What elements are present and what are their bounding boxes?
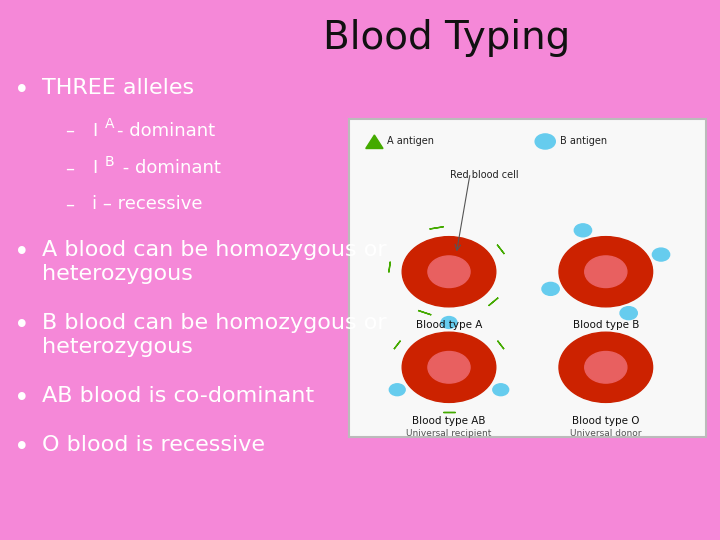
Text: A blood can be homozygous or
heterozygous: A blood can be homozygous or heterozygou… xyxy=(42,240,387,284)
Text: B: B xyxy=(105,155,114,169)
Text: •: • xyxy=(14,240,30,266)
Text: THREE alleles: THREE alleles xyxy=(42,78,194,98)
Text: Blood type AB: Blood type AB xyxy=(413,416,486,426)
Text: AB blood is co-dominant: AB blood is co-dominant xyxy=(42,386,314,406)
Text: •: • xyxy=(14,313,30,339)
Circle shape xyxy=(652,248,670,261)
Text: Blood type O: Blood type O xyxy=(572,416,639,426)
Circle shape xyxy=(492,384,508,396)
Text: –: – xyxy=(65,195,73,213)
Text: - dominant: - dominant xyxy=(117,122,215,139)
Polygon shape xyxy=(497,245,504,254)
Text: I: I xyxy=(92,122,97,139)
Circle shape xyxy=(585,352,627,383)
Text: A: A xyxy=(105,117,114,131)
Text: I: I xyxy=(92,159,97,177)
Text: - dominant: - dominant xyxy=(117,159,221,177)
Text: B antigen: B antigen xyxy=(559,137,607,146)
Circle shape xyxy=(620,307,637,320)
Polygon shape xyxy=(389,262,390,272)
Circle shape xyxy=(535,134,555,149)
Polygon shape xyxy=(366,135,383,148)
Text: Universal recipient: Universal recipient xyxy=(406,429,492,438)
Text: B blood can be homozygous or
heterozygous: B blood can be homozygous or heterozygou… xyxy=(42,313,387,357)
Text: Red blood cell: Red blood cell xyxy=(450,170,519,180)
Circle shape xyxy=(575,224,592,237)
Polygon shape xyxy=(430,227,444,229)
Text: •: • xyxy=(14,435,30,461)
Text: Blood Typing: Blood Typing xyxy=(323,19,570,57)
Polygon shape xyxy=(418,310,431,315)
Circle shape xyxy=(390,384,405,396)
Polygon shape xyxy=(394,341,400,349)
Text: •: • xyxy=(14,386,30,412)
Circle shape xyxy=(585,256,627,287)
Circle shape xyxy=(441,316,457,328)
Text: •: • xyxy=(14,78,30,104)
Text: O blood is recessive: O blood is recessive xyxy=(42,435,265,455)
Circle shape xyxy=(428,256,470,287)
Circle shape xyxy=(428,352,470,383)
Text: Blood type B: Blood type B xyxy=(572,320,639,330)
Circle shape xyxy=(559,332,652,402)
Text: –: – xyxy=(65,122,73,139)
Text: Blood type A: Blood type A xyxy=(416,320,482,330)
Circle shape xyxy=(402,332,496,402)
Text: A antigen: A antigen xyxy=(387,137,434,146)
Text: Universal donor: Universal donor xyxy=(570,429,642,438)
Circle shape xyxy=(542,282,559,295)
Circle shape xyxy=(559,237,652,307)
Text: i – recessive: i – recessive xyxy=(92,195,202,213)
Circle shape xyxy=(402,237,496,307)
FancyBboxPatch shape xyxy=(349,119,706,437)
Text: –: – xyxy=(65,159,73,177)
Polygon shape xyxy=(498,341,504,349)
Polygon shape xyxy=(489,298,498,306)
